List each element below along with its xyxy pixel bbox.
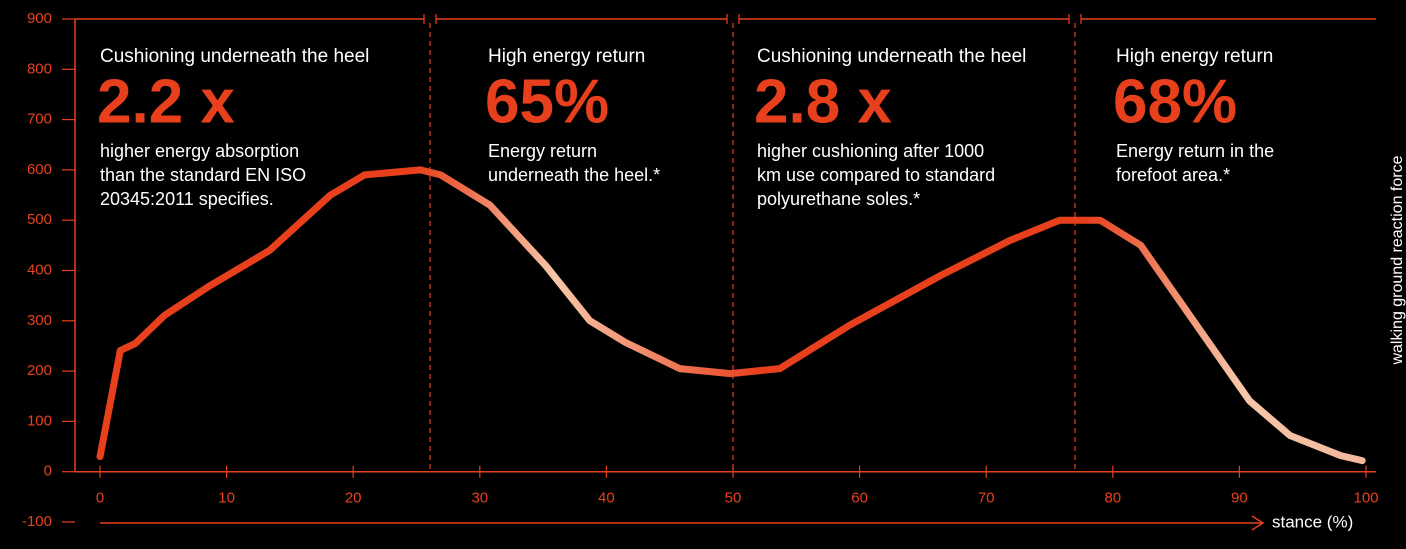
x-tick-label: 100: [1353, 490, 1378, 507]
annotation-value: 68%: [1113, 67, 1237, 136]
annotation-text: forefoot area.*: [1116, 165, 1230, 185]
y-tick-label: 400: [27, 261, 52, 278]
x-tick-label: 10: [218, 490, 235, 507]
x-tick-label: 30: [471, 490, 488, 507]
x-tick-label: 80: [1104, 490, 1121, 507]
y-tick-label: -100: [22, 513, 52, 530]
y-axis-label: walking ground reaction force: [1389, 155, 1406, 365]
annotation-text: 20345:2011 specifies.: [100, 189, 274, 209]
x-tick-label: 70: [978, 490, 995, 507]
y-tick-label: 900: [27, 10, 52, 27]
x-tick-label: 0: [96, 490, 104, 507]
y-tick-label: 700: [27, 111, 52, 128]
annotation-heading: Cushioning underneath the heel: [757, 46, 1026, 67]
x-tick-label: 60: [851, 490, 868, 507]
x-tick-label: 40: [598, 490, 615, 507]
annotation-text: polyurethane soles.*: [757, 189, 920, 209]
x-tick-label: 20: [345, 490, 362, 507]
annotation-text: Energy return: [488, 141, 597, 161]
x-tick-label: 90: [1231, 490, 1248, 507]
x-axis-label: stance (%): [1272, 512, 1353, 531]
annotation-text: km use compared to standard: [757, 165, 995, 185]
y-tick-label: 0: [44, 463, 52, 480]
annotation-text: higher cushioning after 1000: [757, 141, 984, 161]
annotation-text: Energy return in the: [1116, 141, 1274, 161]
plot: 900 800 700 600 500 400 300 200 100 0 -100 0 10 20 30 4…: [22, 10, 1379, 531]
y-tick-label: 100: [27, 412, 52, 429]
annotation-value: 65%: [485, 67, 609, 136]
annotation-text: underneath the heel.*: [488, 165, 660, 185]
annotation-heading: High energy return: [1116, 46, 1273, 67]
force-curve: [96, 166, 1366, 465]
annotation-value: 2.8 x: [754, 67, 892, 136]
annotation-value: 2.2 x: [97, 67, 235, 136]
y-tick-label: 600: [27, 161, 52, 178]
annotation-text: than the standard EN ISO: [100, 165, 306, 185]
y-tick-label: 200: [27, 362, 52, 379]
y-tick-label: 300: [27, 312, 52, 329]
y-tick-label: 800: [27, 60, 52, 77]
annotation-text: higher energy absorption: [100, 141, 299, 161]
x-arrow-head: [1251, 515, 1265, 531]
x-tick-label: 50: [725, 490, 742, 507]
y-tick-label: 500: [27, 211, 52, 228]
annotation-heading: High energy return: [488, 46, 645, 67]
annotation-heading: Cushioning underneath the heel: [100, 46, 369, 67]
